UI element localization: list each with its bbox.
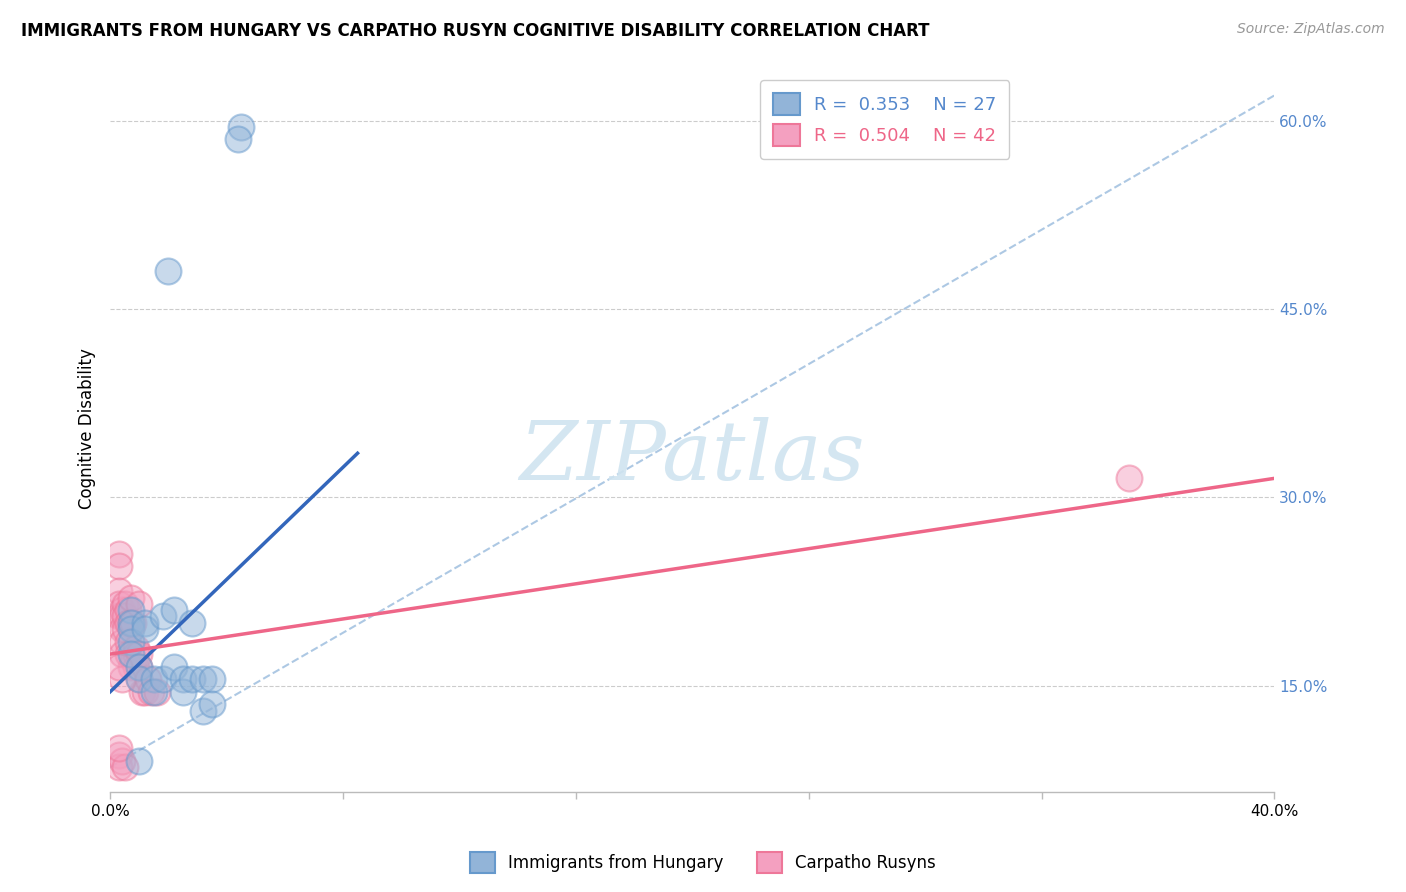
Y-axis label: Cognitive Disability: Cognitive Disability — [79, 348, 96, 508]
Point — [117, 647, 139, 661]
Point — [120, 615, 142, 630]
Point — [136, 672, 159, 686]
Point — [114, 622, 136, 636]
Point — [145, 685, 167, 699]
Point — [108, 584, 131, 599]
Point — [134, 685, 156, 699]
Point — [226, 132, 249, 146]
Point — [111, 634, 134, 648]
Point — [111, 647, 134, 661]
Point — [128, 647, 150, 661]
Point — [152, 609, 174, 624]
Point — [128, 754, 150, 768]
Point — [117, 615, 139, 630]
Point — [139, 685, 162, 699]
Point — [111, 672, 134, 686]
Point — [201, 698, 224, 712]
Point — [180, 672, 202, 686]
Text: Source: ZipAtlas.com: Source: ZipAtlas.com — [1237, 22, 1385, 37]
Point — [108, 659, 131, 673]
Point — [152, 672, 174, 686]
Point — [108, 760, 131, 774]
Point — [131, 685, 153, 699]
Point — [142, 672, 165, 686]
Legend: Immigrants from Hungary, Carpatho Rusyns: Immigrants from Hungary, Carpatho Rusyns — [463, 846, 943, 880]
Point — [111, 622, 134, 636]
Point — [163, 659, 186, 673]
Point — [111, 754, 134, 768]
Point — [231, 120, 253, 134]
Point — [193, 672, 215, 686]
Point — [134, 622, 156, 636]
Point — [108, 741, 131, 756]
Point — [157, 264, 180, 278]
Point — [108, 559, 131, 574]
Point — [1118, 471, 1140, 485]
Point — [117, 634, 139, 648]
Point — [122, 615, 145, 630]
Point — [120, 622, 142, 636]
Point — [114, 760, 136, 774]
Point — [108, 547, 131, 561]
Point — [108, 609, 131, 624]
Point — [114, 609, 136, 624]
Point — [172, 685, 194, 699]
Text: IMMIGRANTS FROM HUNGARY VS CARPATHO RUSYN COGNITIVE DISABILITY CORRELATION CHART: IMMIGRANTS FROM HUNGARY VS CARPATHO RUSY… — [21, 22, 929, 40]
Point — [163, 603, 186, 617]
Point — [114, 597, 136, 611]
Point — [125, 659, 148, 673]
Point — [128, 672, 150, 686]
Point — [142, 685, 165, 699]
Point — [108, 597, 131, 611]
Point — [172, 672, 194, 686]
Text: ZIPatlas: ZIPatlas — [519, 417, 865, 497]
Point — [193, 704, 215, 718]
Point — [120, 634, 142, 648]
Point — [120, 603, 142, 617]
Point — [128, 659, 150, 673]
Point — [111, 609, 134, 624]
Point — [201, 672, 224, 686]
Point — [111, 603, 134, 617]
Point — [120, 659, 142, 673]
Point — [134, 615, 156, 630]
Point — [120, 647, 142, 661]
Point — [125, 640, 148, 655]
Legend: R =  0.353    N = 27, R =  0.504    N = 42: R = 0.353 N = 27, R = 0.504 N = 42 — [761, 80, 1010, 159]
Point — [128, 659, 150, 673]
Point — [180, 615, 202, 630]
Point — [120, 615, 142, 630]
Point — [122, 653, 145, 667]
Point — [120, 591, 142, 605]
Point — [125, 647, 148, 661]
Point — [128, 597, 150, 611]
Point — [117, 603, 139, 617]
Point — [108, 747, 131, 762]
Point — [128, 672, 150, 686]
